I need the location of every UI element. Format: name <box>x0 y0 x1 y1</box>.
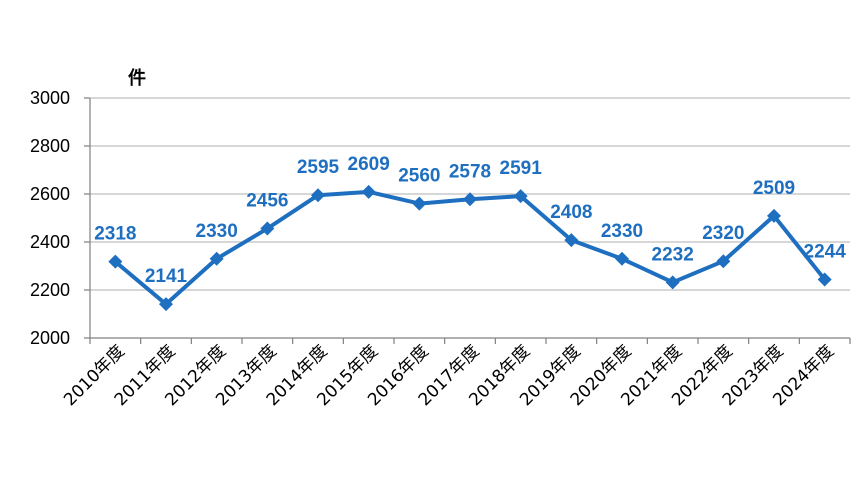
data-label: 2318 <box>94 224 136 245</box>
data-label: 2330 <box>196 221 238 242</box>
axes <box>84 97 851 344</box>
data-label: 2408 <box>550 202 592 223</box>
data-point-marker <box>311 188 325 203</box>
data-point-marker <box>716 254 731 269</box>
data-point-marker <box>615 251 629 266</box>
y-tick-label: 2000 <box>30 328 70 348</box>
data-point-marker <box>767 208 781 223</box>
data-point-marker <box>209 251 224 266</box>
data-labels: 2318 2141 2330 2456 2595 2609 2560 2578 2591 2408… <box>94 154 846 287</box>
data-label: 2141 <box>145 266 188 287</box>
data-label: 2244 <box>804 241 847 262</box>
data-label: 2456 <box>246 191 288 212</box>
data-point-marker <box>159 297 173 312</box>
data-point-marker <box>463 192 477 207</box>
data-point-marker <box>260 221 275 236</box>
y-tick-label: 2200 <box>30 280 70 300</box>
data-label: 2320 <box>702 223 744 244</box>
y-tick-label: 2400 <box>30 232 70 252</box>
data-point-marker <box>108 254 123 269</box>
y-tick-labels: 2000 2200 2400 2600 2800 3000 <box>30 88 70 348</box>
data-point-marker <box>412 196 427 211</box>
data-point-marker <box>513 189 528 204</box>
data-point-marker <box>564 233 579 248</box>
data-point-marker <box>665 275 680 290</box>
series-line <box>114 189 827 307</box>
y-axis-unit-label: 件 <box>128 67 146 89</box>
series-markers <box>108 184 832 312</box>
data-label: 2330 <box>601 221 643 242</box>
data-label: 2595 <box>297 157 340 178</box>
data-label: 2509 <box>753 178 795 199</box>
y-tick-label: 3000 <box>30 88 70 108</box>
data-label: 2560 <box>398 166 440 187</box>
series-line-path <box>114 189 827 307</box>
y-tick-label: 2600 <box>30 184 70 204</box>
y-tick-label: 2800 <box>30 136 70 156</box>
data-label: 2232 <box>652 244 694 265</box>
data-label: 2578 <box>449 161 491 182</box>
data-point-marker <box>361 184 376 199</box>
x-tick-labels: 2010年度2011年度2012年度2013年度2014年度2015年度2016… <box>60 341 838 410</box>
data-label: 2609 <box>348 154 390 175</box>
data-label: 2591 <box>500 158 543 179</box>
data-point-marker <box>817 272 832 287</box>
